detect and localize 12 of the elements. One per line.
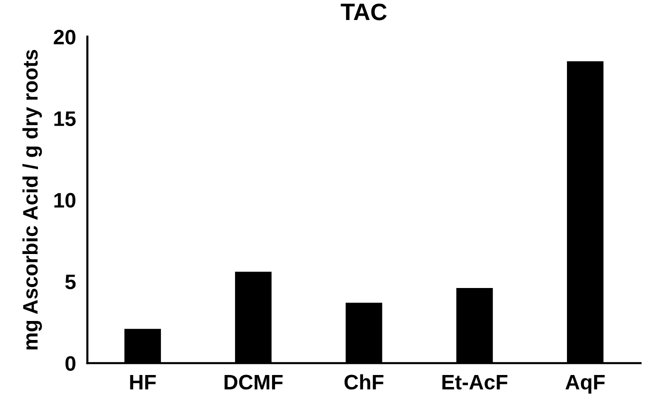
y-axis-title: mg Ascorbic Acid / g dry roots — [22, 50, 42, 350]
y-tick-label: 5 — [65, 274, 76, 290]
x-tick-label: HF — [130, 374, 156, 390]
y-tick-label: 10 — [54, 192, 76, 208]
y-tick-label: 0 — [65, 356, 76, 371]
y-tick-label: 15 — [54, 112, 76, 126]
chart-title: TAC — [340, 4, 387, 20]
x-tick-label: ChF — [344, 374, 384, 390]
x-tick-label: AqF — [565, 374, 605, 394]
y-tick-label: 20 — [54, 30, 76, 44]
x-tick-label: DCMF — [224, 374, 283, 390]
x-tick-label: Et-AcF — [442, 374, 508, 390]
